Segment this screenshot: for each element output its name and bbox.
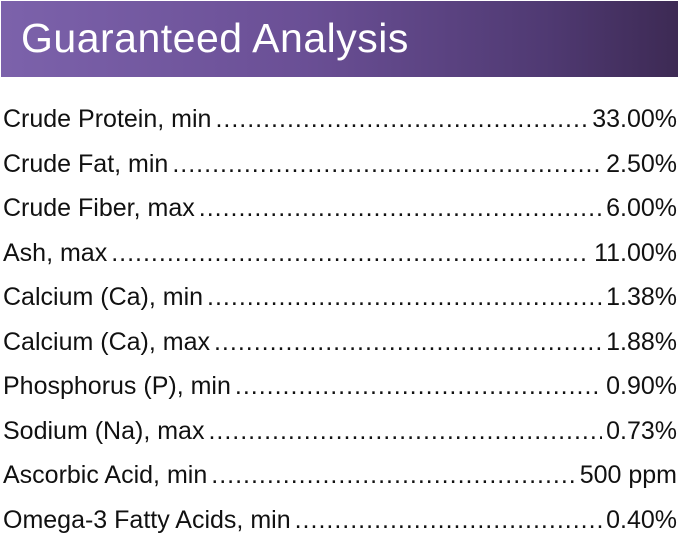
analysis-row: Calcium (Ca), min 1.38%	[3, 283, 677, 328]
analysis-row: Omega-3 Fatty Acids, min 0.40%	[3, 506, 677, 550]
nutrient-value: 1.38%	[602, 283, 677, 312]
analysis-row: Sodium (Na), max 0.73%	[3, 417, 677, 462]
nutrient-label: Crude Protein, min	[3, 105, 215, 134]
dot-leader	[235, 372, 602, 401]
analysis-row: Crude Fiber, max 6.00%	[3, 194, 677, 239]
nutrient-label: Calcium (Ca), max	[3, 328, 214, 357]
analysis-row: Phosphorus (P), min 0.90%	[3, 372, 677, 417]
page-title: Guaranteed Analysis	[21, 15, 409, 62]
nutrient-value: 33.00%	[588, 105, 677, 134]
nutrient-value: 2.50%	[602, 150, 677, 179]
analysis-list: Crude Protein, min 33.00% Crude Fat, min 2.…	[3, 105, 677, 550]
nutrient-label: Calcium (Ca), min	[3, 283, 207, 312]
dot-leader	[214, 328, 602, 357]
nutrient-value: 0.90%	[602, 372, 677, 401]
nutrient-value: 11.00%	[590, 239, 677, 268]
analysis-row: Crude Protein, min 33.00%	[3, 105, 677, 150]
nutrient-label: Ascorbic Acid, min	[3, 461, 211, 490]
dot-leader	[172, 150, 602, 179]
nutrient-label: Sodium (Na), max	[3, 417, 208, 446]
dot-leader	[215, 105, 588, 134]
analysis-row: Calcium (Ca), max 1.88%	[3, 328, 677, 373]
dot-leader	[111, 239, 590, 268]
nutrient-label: Crude Fat, min	[3, 150, 172, 179]
nutrient-label: Phosphorus (P), min	[3, 372, 235, 401]
nutrient-value: 0.40%	[602, 506, 677, 535]
nutrient-value: 500 ppm	[576, 461, 677, 490]
title-banner: Guaranteed Analysis	[1, 1, 678, 77]
nutrient-value: 0.73%	[602, 417, 677, 446]
dot-leader	[208, 417, 602, 446]
dot-leader	[207, 283, 602, 312]
dot-leader	[199, 194, 602, 223]
nutrient-label: Ash, max	[3, 239, 111, 268]
nutrient-value: 6.00%	[602, 194, 677, 223]
nutrient-value: 1.88%	[602, 328, 677, 357]
analysis-row: Ash, max 11.00%	[3, 239, 677, 284]
nutrient-label: Omega-3 Fatty Acids, min	[3, 506, 295, 535]
nutrient-label: Crude Fiber, max	[3, 194, 199, 223]
analysis-row: Crude Fat, min 2.50%	[3, 150, 677, 195]
dot-leader	[295, 506, 603, 535]
analysis-row: Ascorbic Acid, min 500 ppm	[3, 461, 677, 506]
dot-leader	[211, 461, 575, 490]
